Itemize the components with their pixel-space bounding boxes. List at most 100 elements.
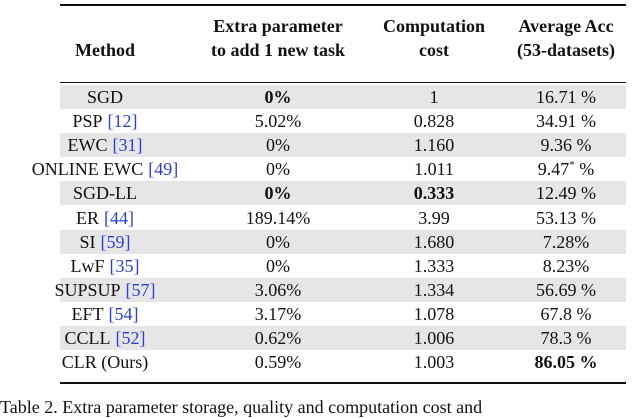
caption: Table 2. Extra parameter storage, qualit… [0,397,483,417]
citation: [59] [100,231,131,252]
header-cell: Method [75,40,135,60]
method-cell: SGD-LL [5,181,205,205]
acc: 8.23% [542,255,590,276]
method-cell: CCLL [52] [5,326,205,350]
bottom-rule [60,382,626,384]
table-row: CLR (Ours) 0.59% 1.003 86.05 % [60,350,626,374]
cost-cell: 1.011 [359,157,509,181]
acc: 67.8 % [540,303,592,324]
method: SGD [86,87,123,107]
acc: 34.91 % [536,111,596,132]
cost: 1 [429,87,439,107]
params-cell: 0.62% [178,326,378,350]
acc-cell: 78.3 % [501,326,631,350]
header-cell: Extra parameter [213,16,343,36]
acc: 86.05 % [534,352,598,373]
params: 3.06% [254,279,302,300]
cost-cell: 1.334 [359,278,509,302]
acc-cell: 8.23% [501,254,631,278]
table-row: CCLL [52] 0.62% 1.006 78.3 % [60,326,626,350]
header-cell: cost [419,40,449,60]
cost-cell: 1.003 [359,350,509,374]
method: PSP [72,111,103,132]
cost: 1.003 [413,352,455,373]
table-row: ER [44] 189.14% 3.99 53.13 % [60,206,626,230]
params: 0.62% [254,328,302,348]
cost: 1.333 [413,255,455,276]
params-cell: 0% [178,230,378,254]
citation: [35] [109,255,140,276]
acc-cell: 86.05 % [501,350,631,374]
cost: 0.828 [413,111,455,132]
cost-cell: 0.333 [359,181,509,205]
cost-cell: 0.828 [359,109,509,133]
method: ONLINE EWC [31,159,144,180]
cost: 1.160 [413,135,455,156]
acc: 53.13 % [536,207,596,228]
acc-cell: 9.47* % [501,157,631,181]
acc: 56.69 % [536,279,596,300]
cost-cell: 1.333 [359,254,509,278]
header-rule [60,82,626,83]
method: EFT [71,303,104,324]
params-cell: 3.17% [178,302,378,326]
params-cell: 3.06% [178,278,378,302]
cost-cell: 1.680 [359,230,509,254]
params: 189.14% [245,207,311,228]
top-rule [60,4,626,6]
cost: 1.680 [413,231,455,252]
citation: [57] [125,279,156,300]
acc: 9.36 % [540,135,592,156]
method-cell: CLR (Ours) [5,350,205,374]
acc: 78.3 % [540,328,592,348]
method: CCLL [64,328,111,348]
params: 0% [266,255,290,276]
cost: 3.99 [418,207,450,228]
acc-cell: 56.69 % [501,278,631,302]
params: 0% [266,159,290,180]
cost: 0.333 [413,183,455,204]
acc-cell: 67.8 % [501,302,631,326]
method-cell: SGD [5,85,205,109]
method: LwF [70,255,105,276]
acc-suffix: % [574,159,595,180]
params-cell: 0% [178,181,378,205]
method: EWC [67,135,108,156]
citation: [49] [148,159,179,180]
table-row: ONLINE EWC [49] 0% 1.011 9.47* % [32,157,626,181]
method: SUPSUP [54,279,121,300]
footnote-mark: * [569,159,575,172]
acc-cell: 7.28% [501,230,631,254]
acc: 12.49 % [536,183,596,204]
citation: [44] [104,207,134,228]
table-row: EFT [54] 3.17% 1.078 67.8 % [60,302,626,326]
table-row: SGD 0% 1 16.71 % [60,85,626,109]
cost-cell: 1.006 [359,326,509,350]
params-cell: 5.02% [178,109,378,133]
cost: 1.011 [414,159,454,180]
cost: 1.006 [413,328,455,348]
table-row: SUPSUP [57] 3.06% 1.334 56.69 % [54,277,626,302]
cost: 1.078 [413,303,455,324]
table-row: SGD-LL 0% 0.333 12.49 % [60,181,626,206]
method: SI [79,231,96,252]
method: CLR (Ours) [61,352,149,373]
method-cell: ER [44] [5,206,205,230]
table-row: SI [59] 0% 1.680 7.28% [60,229,626,254]
params: 0.59% [254,352,302,373]
params: 0% [264,87,292,107]
params: 5.02% [254,111,302,132]
cost: 1.334 [413,279,455,300]
method-cell: PSP [12] [5,109,205,133]
params-cell: 0.59% [178,350,378,374]
params: 0% [266,231,290,252]
method: SGD-LL [73,183,137,204]
method-cell: EFT [54] [5,302,205,326]
citation: [52] [115,328,146,348]
cost-cell: 1.160 [359,133,509,157]
acc: 7.28% [542,231,590,252]
params: 3.17% [254,303,302,324]
acc-cell: 16.71 % [501,85,631,109]
method: ER [75,207,99,228]
